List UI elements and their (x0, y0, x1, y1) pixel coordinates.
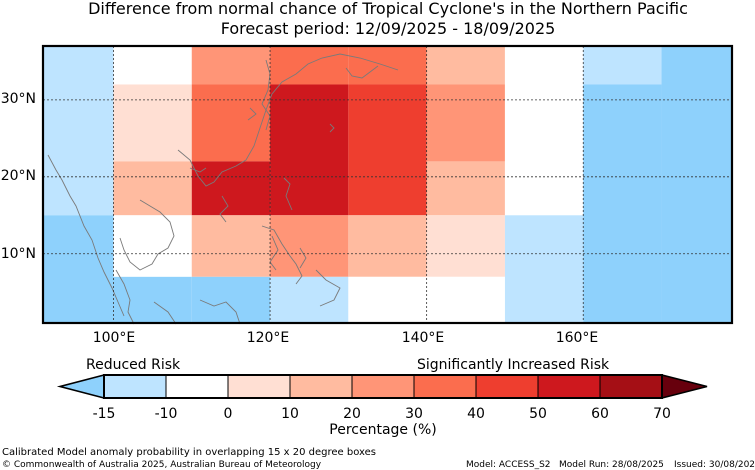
lon-label-100e: 100°E (92, 330, 136, 346)
legend-tick-label: 10 (281, 406, 299, 422)
colorbar-swatch (537, 374, 601, 399)
legend-tick-label: 70 (653, 406, 671, 422)
grid-cell (191, 84, 271, 162)
grid-cell (583, 46, 662, 85)
grid-cell (504, 215, 584, 323)
grid-cell (504, 46, 584, 216)
footer-model: Model: ACCESS_S2 (466, 460, 551, 470)
legend-tick-label: 50 (529, 406, 547, 422)
footer-issued: Issued: 30/08/2025 (674, 460, 755, 470)
grid-cell (43, 46, 114, 216)
grid-cell (113, 215, 192, 277)
grid-cell (113, 46, 192, 85)
grid-cell (191, 215, 271, 277)
colorbar-swatch (165, 374, 229, 399)
footer-model-run: Model Run: 28/08/2025 (559, 460, 664, 470)
legend-axis-label: Percentage (%) (329, 422, 437, 438)
forecast-period: Forecast period: 12/09/2025 - 18/09/2025 (220, 19, 556, 38)
grid-cell (348, 276, 427, 323)
lon-label-140e: 140°E (401, 330, 445, 346)
colorbar-swatch (103, 374, 167, 399)
grid-cell (426, 46, 505, 85)
grid-cell (191, 161, 271, 216)
colorbar-extend-low (56, 373, 105, 400)
map-frame (41, 44, 734, 325)
legend-tick-label: 30 (405, 406, 423, 422)
colorbar-frame (103, 374, 663, 399)
lat-label-10n: 10°N (0, 246, 36, 262)
footer-copyright: © Commonwealth of Australia 2025, Austra… (2, 460, 322, 470)
grid-cell (113, 161, 192, 216)
colorbar-swatch (289, 374, 353, 399)
lon-label-160e: 160°E (555, 330, 599, 346)
lon-label-120e: 120°E (246, 330, 290, 346)
grid-cell (348, 84, 427, 216)
legend-tick-label: -10 (154, 406, 178, 422)
grid-cell (113, 84, 192, 162)
grid-cell (426, 84, 505, 162)
grid-cell (191, 46, 271, 85)
colorbar-swatch (475, 374, 539, 399)
colorbar-swatch (413, 374, 477, 399)
grid-cell (426, 161, 505, 216)
legend-tick-label: 20 (343, 406, 361, 422)
grid-cell (43, 215, 114, 323)
colorbar-swatch (227, 374, 291, 399)
lat-label-30n: 30°N (0, 91, 36, 107)
grid-cell (191, 276, 271, 323)
colorbar (56, 373, 708, 400)
map-title: Difference from normal chance of Tropica… (88, 0, 688, 18)
graticule (43, 46, 732, 323)
reduced-risk-label: Reduced Risk (86, 357, 181, 373)
grid-cell (661, 46, 732, 323)
grid-cell (270, 215, 349, 277)
grid-cell (270, 84, 349, 216)
grid-cell (348, 215, 427, 277)
colorbar-extend-high (661, 373, 708, 400)
legend-tick-label: 40 (467, 406, 485, 422)
increased-risk-label: Significantly Increased Risk (417, 357, 610, 373)
probability-grid (43, 46, 732, 323)
legend-tick-label: 0 (223, 406, 233, 422)
footer-caption: Calibrated Model anomaly probability in … (2, 447, 377, 458)
lat-label-20n: 20°N (0, 168, 36, 184)
colorbar-swatch (351, 374, 415, 399)
grid-cell (113, 276, 192, 323)
grid-cell (426, 276, 505, 323)
grid-cell (270, 276, 349, 323)
grid-cell (348, 46, 427, 85)
grid-cell (583, 84, 662, 323)
grid-cell (426, 215, 505, 277)
legend-tick-label: 60 (591, 406, 609, 422)
coastlines (47, 53, 399, 325)
grid-cell (270, 46, 349, 85)
legend-tick-label: -15 (92, 406, 116, 422)
colorbar-swatch (599, 374, 663, 399)
